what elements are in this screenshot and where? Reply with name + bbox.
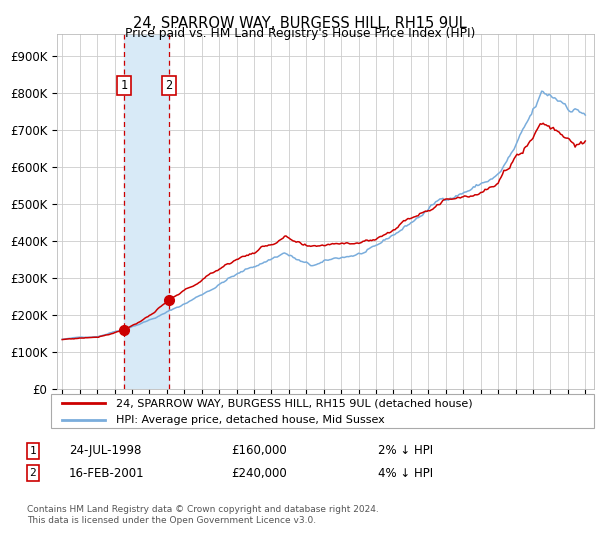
Text: 2% ↓ HPI: 2% ↓ HPI	[378, 444, 433, 458]
Text: 1: 1	[121, 79, 128, 92]
Text: 24-JUL-1998: 24-JUL-1998	[69, 444, 142, 458]
Text: 2: 2	[29, 468, 37, 478]
Text: Contains HM Land Registry data © Crown copyright and database right 2024.
This d: Contains HM Land Registry data © Crown c…	[27, 505, 379, 525]
Text: 24, SPARROW WAY, BURGESS HILL, RH15 9UL (detached house): 24, SPARROW WAY, BURGESS HILL, RH15 9UL …	[116, 398, 473, 408]
Text: 24, SPARROW WAY, BURGESS HILL, RH15 9UL: 24, SPARROW WAY, BURGESS HILL, RH15 9UL	[133, 16, 467, 31]
Text: 4% ↓ HPI: 4% ↓ HPI	[378, 466, 433, 480]
Text: 2: 2	[166, 79, 172, 92]
Text: 1: 1	[29, 446, 37, 456]
Bar	[124, 34, 169, 389]
Text: HPI: Average price, detached house, Mid Sussex: HPI: Average price, detached house, Mid …	[116, 415, 385, 424]
FancyBboxPatch shape	[51, 394, 594, 428]
Text: £240,000: £240,000	[231, 466, 287, 480]
Text: £160,000: £160,000	[231, 444, 287, 458]
Text: 16-FEB-2001: 16-FEB-2001	[69, 466, 145, 480]
Text: Price paid vs. HM Land Registry's House Price Index (HPI): Price paid vs. HM Land Registry's House …	[125, 27, 475, 40]
